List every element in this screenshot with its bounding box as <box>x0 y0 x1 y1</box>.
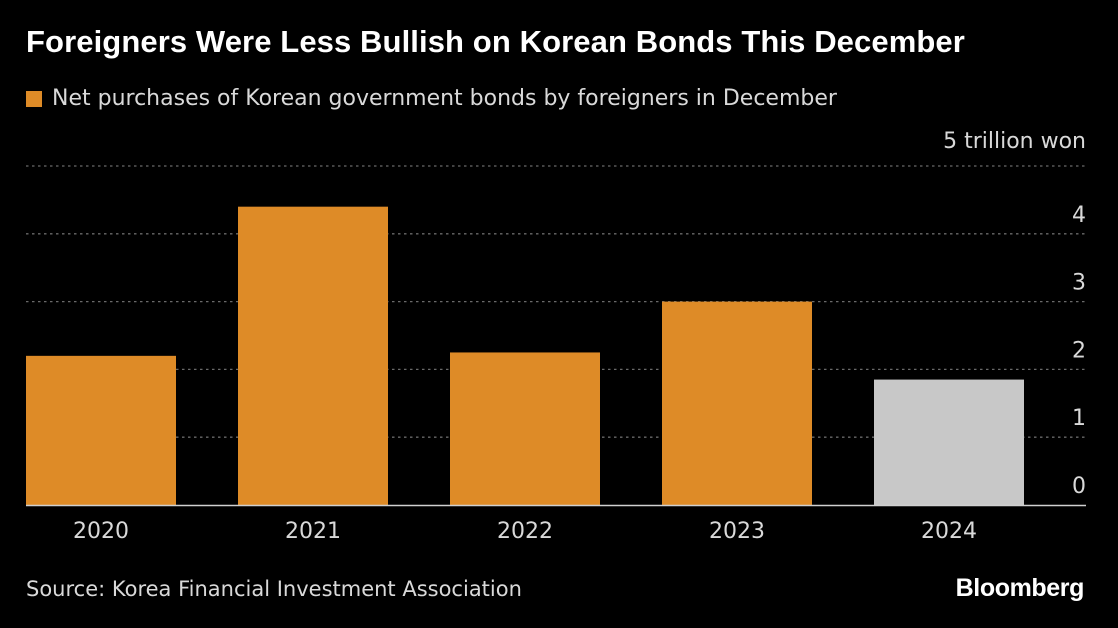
y-tick-label: 1 <box>1072 406 1086 431</box>
x-tick-label: 2022 <box>497 519 553 544</box>
y-tick-label: 3 <box>1072 271 1086 296</box>
bloomberg-logo: Bloomberg <box>955 574 1085 602</box>
chart-title: Foreigners Were Less Bullish on Korean B… <box>26 24 965 59</box>
x-tick-label: 2020 <box>73 519 129 544</box>
bar-2022 <box>450 352 600 505</box>
y-tick-label: 2 <box>1072 338 1086 363</box>
y-unit-label: 5 trillion won <box>943 129 1086 154</box>
y-tick-label: 4 <box>1072 203 1086 228</box>
legend-label: Net purchases of Korean government bonds… <box>52 86 837 111</box>
legend-swatch <box>26 90 42 107</box>
bar-2020 <box>26 355 176 505</box>
legend: Net purchases of Korean government bonds… <box>26 86 837 111</box>
x-tick-label: 2021 <box>285 519 341 544</box>
bar-2023 <box>662 301 812 505</box>
x-tick-label: 2023 <box>709 519 765 544</box>
x-tick-label: 2024 <box>921 519 977 544</box>
y-tick-label: 0 <box>1072 474 1086 499</box>
source-note: Source: Korea Financial Investment Assoc… <box>26 577 522 601</box>
bar-2024 <box>874 379 1024 505</box>
bar-2021 <box>238 206 388 505</box>
